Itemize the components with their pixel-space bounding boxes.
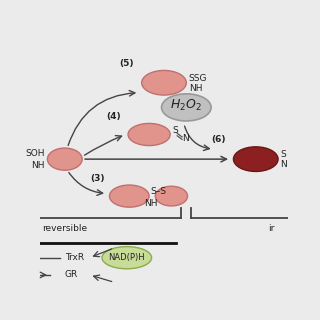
Text: GR: GR (65, 270, 78, 279)
Ellipse shape (109, 185, 149, 207)
Text: S–S: S–S (150, 187, 166, 196)
Text: S: S (173, 126, 179, 135)
Text: SSG: SSG (189, 74, 207, 83)
Text: N: N (183, 134, 189, 143)
Text: (5): (5) (120, 59, 134, 68)
Text: NH: NH (189, 84, 202, 93)
Text: N: N (281, 160, 287, 169)
Text: H$_2$O$_2$: H$_2$O$_2$ (170, 98, 202, 113)
Text: NAD(P)H: NAD(P)H (108, 253, 145, 262)
Ellipse shape (162, 94, 211, 121)
Text: NH: NH (144, 199, 158, 208)
Ellipse shape (234, 147, 278, 172)
Text: reversible: reversible (43, 224, 88, 233)
Text: S: S (281, 150, 286, 159)
Text: SOH: SOH (26, 149, 45, 158)
Ellipse shape (155, 186, 188, 206)
Text: TrxR: TrxR (65, 253, 84, 262)
Text: (6): (6) (211, 135, 226, 144)
Text: ir: ir (268, 224, 275, 233)
Ellipse shape (102, 247, 152, 269)
Ellipse shape (142, 70, 186, 95)
Ellipse shape (47, 148, 82, 170)
Text: (3): (3) (90, 173, 104, 182)
Text: NH: NH (31, 161, 45, 170)
Text: (4): (4) (106, 112, 120, 121)
Ellipse shape (128, 124, 170, 146)
